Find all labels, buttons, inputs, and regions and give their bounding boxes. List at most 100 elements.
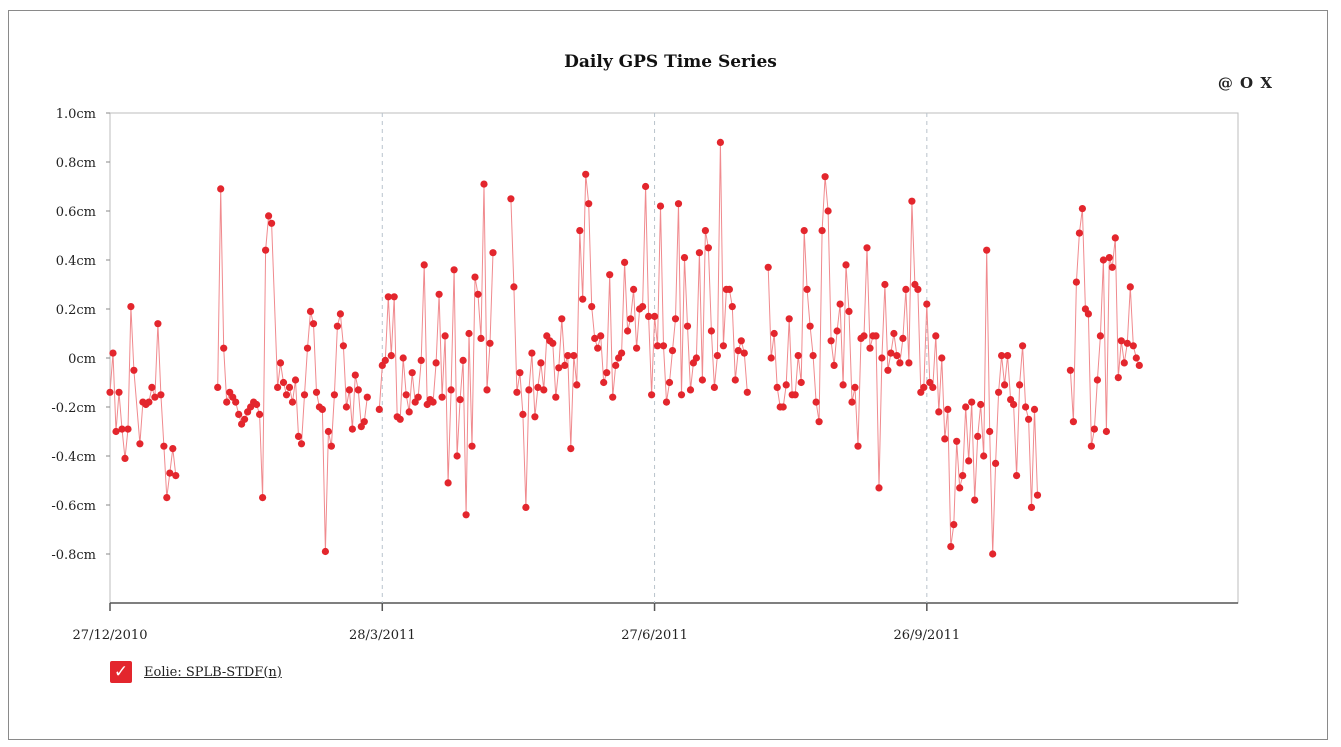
o-button[interactable]: O: [1240, 74, 1255, 92]
data-point: [303, 344, 312, 352]
data-point: [130, 366, 138, 374]
data-point: [1132, 354, 1140, 362]
data-point: [1022, 403, 1030, 411]
data-point: [618, 349, 626, 357]
data-point: [483, 386, 491, 394]
data-point: [432, 359, 440, 367]
data-point: [839, 381, 847, 389]
data-point: [824, 207, 832, 215]
data-point: [519, 410, 527, 418]
data-point: [468, 442, 476, 450]
data-point: [438, 393, 446, 401]
data-point: [737, 337, 745, 345]
data-point: [465, 329, 473, 338]
data-point: [166, 469, 174, 477]
data-point: [656, 202, 665, 210]
data-point: [627, 315, 635, 323]
data-point: [863, 244, 871, 252]
data-point: [995, 388, 1003, 396]
data-point: [306, 307, 315, 315]
legend-checkbox[interactable]: ✓: [110, 661, 132, 683]
data-point: [579, 295, 587, 303]
data-point: [408, 369, 416, 377]
data-point: [815, 418, 823, 426]
legend-label[interactable]: Eolie: SPLB-STDF(n): [144, 664, 282, 680]
data-point: [1001, 381, 1009, 389]
data-point: [860, 332, 868, 340]
y-tick-label: -0.4cm: [51, 450, 96, 465]
data-point: [160, 442, 168, 450]
data-point: [818, 227, 826, 235]
data-point: [309, 320, 318, 328]
data-point: [1030, 405, 1039, 413]
close-button[interactable]: X: [1260, 74, 1273, 92]
data-point: [1096, 332, 1104, 340]
data-point: [651, 312, 659, 320]
data-point: [573, 381, 581, 389]
data-point: [956, 484, 964, 492]
data-point: [1072, 278, 1080, 286]
data-point: [118, 425, 126, 433]
data-point: [848, 398, 856, 406]
data-point: [929, 383, 937, 391]
data-point: [169, 445, 177, 453]
data-point: [106, 388, 114, 396]
data-point: [624, 327, 632, 335]
data-point: [330, 391, 338, 399]
data-point: [525, 386, 533, 394]
data-point: [701, 227, 710, 235]
data-point: [339, 342, 347, 350]
data-point: [1090, 425, 1098, 433]
data-point: [878, 354, 886, 362]
data-point: [172, 472, 180, 480]
data-point: [384, 293, 392, 301]
data-point: [285, 383, 294, 391]
data-point: [950, 521, 958, 529]
data-point: [833, 327, 841, 335]
data-point: [591, 334, 599, 342]
data-point: [968, 398, 976, 406]
data-point: [938, 354, 946, 362]
data-point: [429, 398, 437, 406]
data-point: [576, 227, 584, 235]
data-point: [1010, 400, 1018, 409]
data-point: [381, 356, 389, 364]
data-point: [809, 352, 817, 360]
data-point: [716, 138, 725, 146]
x-tick-label: 28/3/2011: [349, 628, 416, 643]
data-point: [1087, 442, 1095, 450]
data-point: [318, 405, 326, 413]
data-point: [648, 391, 656, 399]
data-point: [719, 342, 728, 350]
data-point: [282, 391, 291, 399]
data-point: [674, 200, 683, 208]
data-point: [588, 303, 596, 311]
data-point: [875, 484, 883, 492]
data-point: [713, 352, 722, 360]
data-point: [597, 332, 605, 340]
data-point: [603, 369, 611, 377]
data-point: [609, 393, 617, 401]
y-tick-label: -0.8cm: [51, 548, 96, 563]
data-point: [112, 427, 120, 436]
data-point: [300, 391, 309, 399]
data-point: [1084, 310, 1092, 318]
data-point: [998, 352, 1006, 360]
check-icon: ✓: [113, 662, 129, 682]
data-point: [477, 334, 485, 342]
data-point: [827, 337, 835, 345]
data-point: [462, 511, 470, 519]
data-point: [241, 415, 249, 423]
data-point: [983, 246, 991, 254]
data-point: [773, 383, 781, 391]
data-point: [914, 285, 922, 293]
data-point: [333, 322, 341, 330]
data-point: [1126, 283, 1134, 291]
at-button[interactable]: @: [1217, 74, 1234, 92]
data-point: [1069, 418, 1077, 426]
series-line: [767, 176, 1038, 555]
data-point: [977, 400, 985, 409]
legend-item[interactable]: ✓ Eolie: SPLB-STDF(n): [110, 661, 282, 683]
data-point: [537, 359, 545, 367]
data-point: [435, 290, 443, 298]
